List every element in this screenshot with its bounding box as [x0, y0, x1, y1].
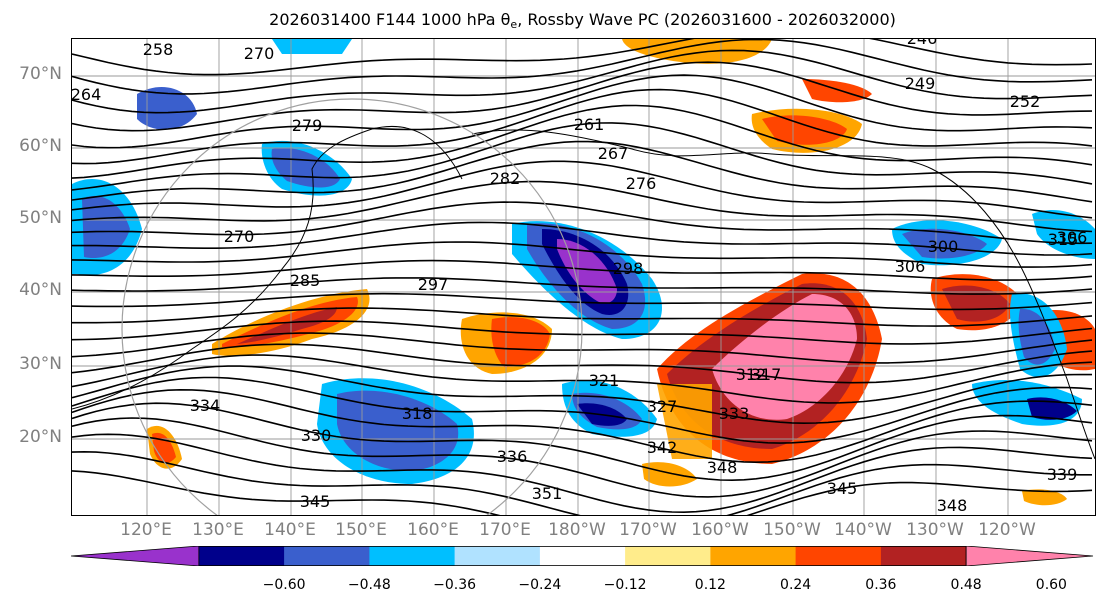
colorbar-tick-label: −0.36 [433, 577, 477, 593]
contour-label: 339 [1047, 465, 1078, 484]
colorbar [71, 546, 1094, 566]
contour-label: 270 [244, 44, 275, 63]
contour-label: 285 [290, 271, 321, 290]
lon-label: 140°W [834, 520, 892, 540]
contour-label: 315 [1048, 230, 1079, 249]
contour-label: 246 [907, 39, 938, 48]
contour-label: 261 [574, 115, 605, 134]
contour-label: 282 [490, 169, 521, 188]
projection-circle [121, 98, 583, 515]
contour-label: 312 [736, 365, 767, 384]
lon-label: 120°E [120, 520, 172, 540]
map-title: 2026031400 F144 1000 hPa θe, Rossby Wave… [269, 10, 896, 31]
contour-label: 249 [905, 74, 936, 93]
theta-e-contours [72, 39, 1093, 515]
map-panel: 246 249 252 258 264 270 279 270 261 267 276 282 285 2… [71, 38, 1096, 516]
colorbar-extend-low [71, 546, 200, 566]
contour-label: 297 [418, 275, 449, 294]
lon-label: 160°E [407, 520, 459, 540]
contour-label: 334 [190, 396, 221, 415]
lat-label: 50°N [19, 208, 62, 228]
lon-label: 150°E [335, 520, 387, 540]
anomaly-shading [72, 39, 1095, 506]
colorbar-segment [198, 546, 285, 566]
lon-label: 170°E [479, 520, 531, 540]
colorbar-segment [880, 546, 967, 566]
contour-label: 258 [143, 40, 174, 59]
contour-label: 279 [292, 116, 323, 135]
contour-label: 345 [300, 492, 331, 511]
contour-label: 351 [532, 484, 563, 503]
contour-label: 348 [937, 496, 968, 515]
colorbar-tick-label: 0.24 [780, 577, 812, 593]
contour-labels: 246 249 252 258 264 270 279 270 261 267 276 282 285 2… [72, 39, 1087, 515]
contour-label: 348 [707, 458, 738, 477]
colorbar-tick-label: 0.36 [865, 577, 897, 593]
contour-label: 264 [72, 85, 101, 104]
contour-label: 270 [224, 227, 255, 246]
lat-label: 70°N [19, 64, 62, 84]
contour-label: 300 [928, 237, 959, 256]
colorbar-tick-label: −0.48 [347, 577, 391, 593]
contour-label: 306 [1057, 228, 1088, 247]
colorbar-tick-label: −0.60 [262, 577, 306, 593]
contour-label: 267 [598, 144, 629, 163]
contour-label: 345 [827, 479, 858, 498]
contour-label: 252 [1010, 92, 1041, 111]
colorbar-segment [369, 546, 456, 566]
lon-label: 180°W [548, 520, 606, 540]
colorbar-tick-label: 0.12 [694, 577, 726, 593]
map-canvas: 246 249 252 258 264 270 279 270 261 267 276 282 285 2… [72, 39, 1095, 515]
colorbar-segment [454, 546, 541, 566]
contour-label: 317 [751, 365, 782, 384]
colorbar-segment [625, 546, 711, 566]
lon-label: 140°E [264, 520, 316, 540]
contour-label: 330 [301, 426, 332, 445]
lon-label: 160°W [691, 520, 749, 540]
lon-label: 130°E [192, 520, 244, 540]
lon-label: 150°W [763, 520, 821, 540]
colorbar-tick-label: 0.60 [1035, 577, 1067, 593]
contour-label: 306 [895, 257, 926, 276]
lon-label: 130°W [906, 520, 964, 540]
lat-label: 20°N [19, 427, 62, 447]
contour-label: 336 [497, 447, 528, 466]
contour-label: 321 [589, 371, 620, 390]
lat-label: 30°N [19, 354, 62, 374]
colorbar-segment [710, 546, 797, 566]
contour-label: 318 [402, 404, 433, 423]
lat-label: 60°N [19, 136, 62, 156]
contour-label: 276 [626, 174, 657, 193]
lat-label: 40°N [19, 280, 62, 300]
coastlines [72, 125, 1095, 460]
lon-label: 170°W [619, 520, 677, 540]
colorbar-tick-label: −0.24 [518, 577, 562, 593]
colorbar-segment [284, 546, 370, 566]
contour-label: 298 [613, 259, 644, 278]
lon-label: 120°W [978, 520, 1036, 540]
contour-label: 327 [647, 397, 678, 416]
colorbar-extend-high [965, 546, 1094, 566]
contour-label: 342 [647, 438, 678, 457]
colorbar-segment [795, 546, 882, 566]
colorbar-tick-label: 0.48 [950, 577, 982, 593]
colorbar-tick-label: −0.12 [603, 577, 647, 593]
contour-label: 333 [719, 404, 750, 423]
colorbar-frame [198, 546, 967, 566]
colorbar-segment [539, 546, 626, 566]
